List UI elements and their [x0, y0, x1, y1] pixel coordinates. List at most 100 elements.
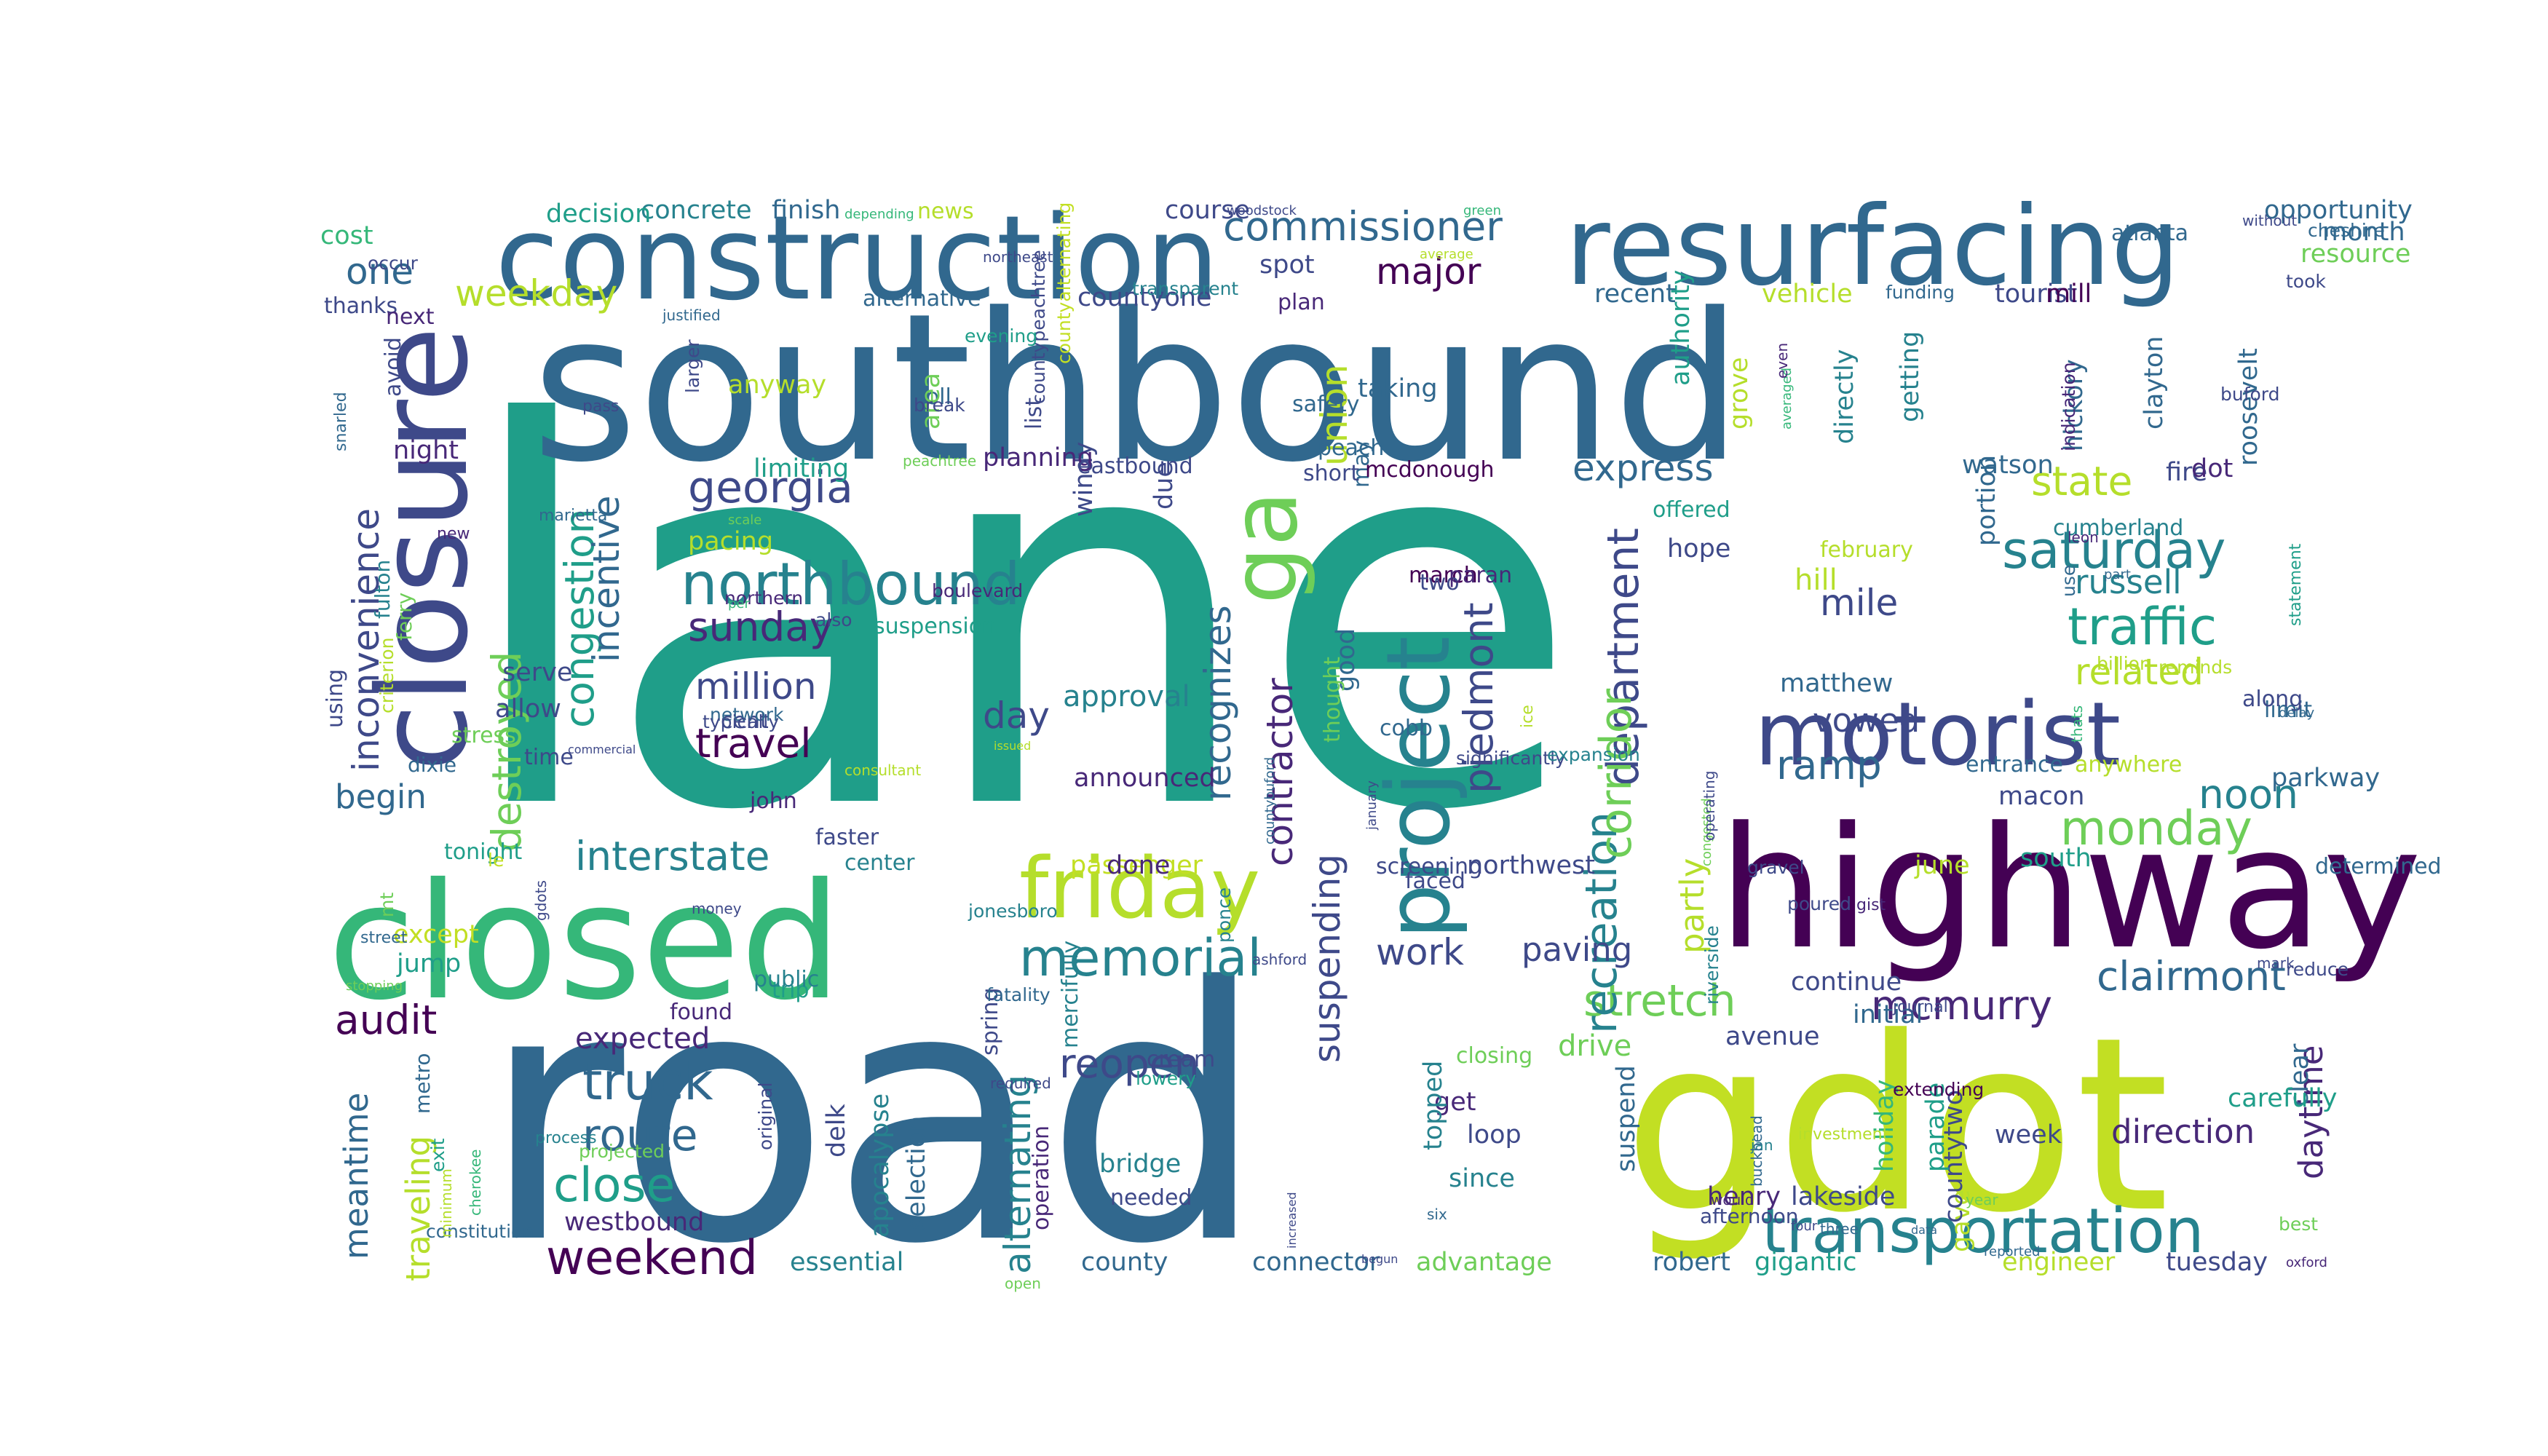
- word-hickory: hickory: [2060, 359, 2089, 451]
- word-extending: extending: [1893, 1079, 1984, 1100]
- word-destroyed: destroyed: [483, 652, 530, 852]
- word-operating: operating: [1701, 771, 1718, 841]
- word-windy: windy: [1069, 442, 1099, 517]
- word-billion: billion: [2097, 653, 2151, 674]
- word-faster: faster: [815, 825, 879, 850]
- word-transparent: transparent: [1132, 278, 1238, 299]
- word-day: day: [983, 695, 1050, 737]
- word-faced: faced: [1405, 869, 1465, 894]
- word-typically: typically: [703, 711, 779, 732]
- word-ga: ga: [1212, 491, 1318, 604]
- word-congestion: congestion: [556, 508, 603, 728]
- word-weekday: weekday: [455, 272, 617, 314]
- word-three: three: [1820, 1220, 1859, 1238]
- word-screening: screening: [1376, 854, 1482, 879]
- word-expected: expected: [575, 1022, 710, 1056]
- word-scale: scale: [728, 513, 761, 528]
- word-using: using: [323, 669, 348, 728]
- word-parade: parade: [1921, 1083, 1950, 1172]
- word-spot: spot: [1259, 250, 1315, 280]
- word-due: due: [1150, 462, 1179, 510]
- word-limiting: limiting: [753, 454, 849, 483]
- word-countyalternating: countyalternating: [1053, 202, 1075, 364]
- word-westbound: westbound: [564, 1208, 704, 1237]
- word-entrance: entrance: [1966, 752, 2063, 778]
- word-funding: funding: [1886, 282, 1955, 303]
- word-consultant: consultant: [844, 761, 921, 779]
- word-lane: lane: [459, 314, 1580, 925]
- word-bridge: bridge: [1099, 1150, 1181, 1179]
- word-finish: finish: [772, 196, 840, 225]
- word-million: million: [695, 665, 817, 708]
- word-also: also: [815, 609, 852, 630]
- word-cream: cream: [1147, 1047, 1215, 1072]
- word-vowed: vowed: [1813, 701, 1920, 740]
- word-tonight: tonight: [444, 839, 523, 865]
- word-roosevelt: roosevelt: [2234, 348, 2263, 466]
- word-direction: direction: [2111, 1112, 2255, 1151]
- word-hope: hope: [1667, 534, 1730, 563]
- word-decision: decision: [546, 199, 651, 229]
- word-fulton: fulton: [371, 560, 395, 619]
- word-gist: gist: [1856, 896, 1886, 914]
- word-june: june: [1914, 851, 1970, 880]
- word-gravel: gravel: [1747, 857, 1805, 878]
- word-reopen: reopen: [1059, 1040, 1200, 1087]
- word-henry: henry: [1707, 1182, 1781, 1211]
- word-get: get: [1434, 1088, 1476, 1117]
- word-northeast: northeast: [983, 248, 1053, 266]
- word-begin: begin: [335, 778, 427, 816]
- word-closure: closure: [352, 326, 496, 772]
- word-commercial: commercial: [568, 743, 636, 756]
- word-data: data: [1911, 1223, 1937, 1237]
- word-night: night: [393, 436, 459, 465]
- word-partly: partly: [1673, 858, 1712, 954]
- word-suspending: suspending: [1306, 854, 1348, 1063]
- word-truck: truck: [582, 1052, 713, 1112]
- word-best: best: [2279, 1214, 2318, 1235]
- word-clairmont: clairmont: [2097, 953, 2286, 1000]
- word-anywhere: anywhere: [2075, 752, 2182, 778]
- word-january: january: [1364, 780, 1380, 831]
- word-continue: continue: [1791, 968, 1902, 997]
- word-jump: jump: [396, 949, 461, 978]
- word-operation: operation: [1029, 1125, 1054, 1230]
- word-taking: taking: [1358, 374, 1438, 403]
- word-afternoon: afternoon: [1700, 1204, 1799, 1228]
- word-vehicle: vehicle: [1762, 280, 1853, 309]
- word-may: may: [1349, 440, 1374, 488]
- word-leon: leon: [2068, 529, 2099, 546]
- word-concrete: concrete: [641, 196, 752, 225]
- word-announced: announced: [1074, 764, 1216, 793]
- word-robert: robert: [1653, 1248, 1730, 1277]
- word-justified: justified: [662, 306, 721, 324]
- word-alternative: alternative: [863, 286, 981, 312]
- word-georgia: georgia: [688, 462, 853, 513]
- word-planning: planning: [983, 443, 1093, 472]
- word-ponce: ponce: [1214, 887, 1235, 943]
- word-jan: jan: [1750, 1136, 1773, 1154]
- word-open: open: [1005, 1275, 1041, 1292]
- word-close: close: [553, 1158, 675, 1213]
- word-drive: drive: [1558, 1029, 1631, 1063]
- word-countyone: countyone: [1077, 283, 1212, 312]
- word-apocalypse: apocalypse: [866, 1093, 895, 1238]
- word-eastbound: eastbound: [1077, 454, 1193, 479]
- word-engineer: engineer: [2002, 1248, 2116, 1277]
- word-averaged: averaged: [1779, 368, 1795, 430]
- word-interstate: interstate: [575, 833, 769, 879]
- word-atlanta: atlanta: [2111, 221, 2188, 246]
- word-peachtree: peachtree: [903, 452, 976, 470]
- word-thanks: thanks: [324, 293, 397, 319]
- word-list: list: [1021, 397, 1047, 430]
- word-suspension: suspension: [874, 614, 996, 639]
- word-incentive: incentive: [585, 496, 628, 662]
- word-holiday: holiday: [1870, 1080, 1899, 1172]
- word-stress: stress: [451, 723, 516, 748]
- word-along: along: [2242, 687, 2303, 712]
- word-daytime: daytime: [2292, 1045, 2330, 1179]
- word-noon: noon: [2199, 771, 2298, 818]
- word-indication: indication: [2058, 362, 2079, 451]
- word-cobb: cobb: [1380, 716, 1433, 741]
